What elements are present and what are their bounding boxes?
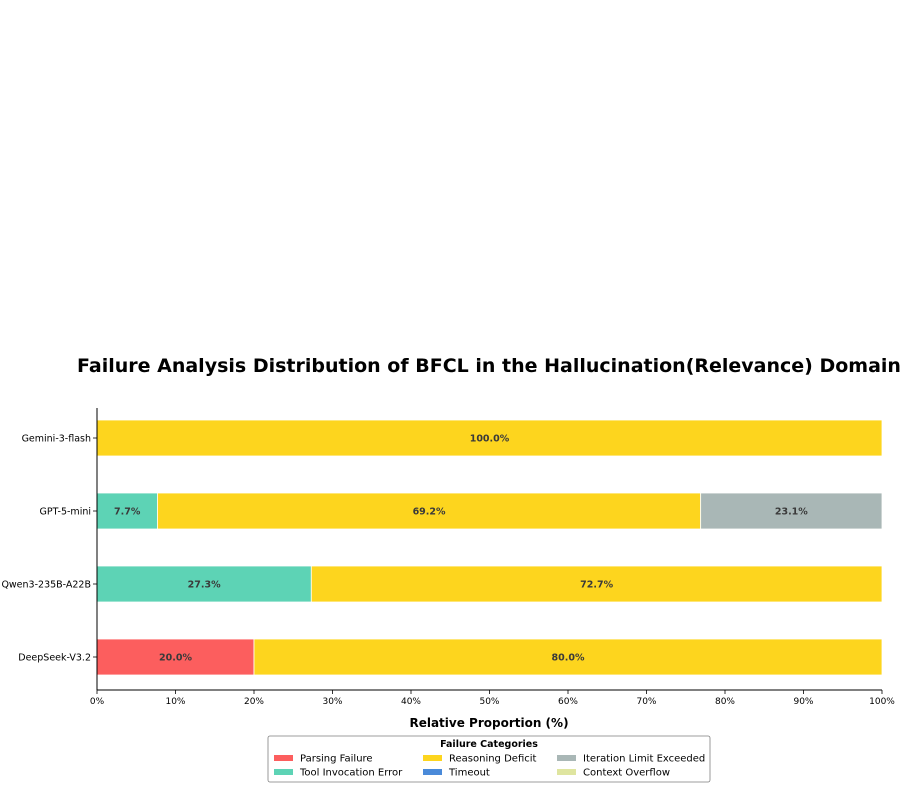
bar-segment xyxy=(96,419,883,457)
data-label: 23.1% xyxy=(775,507,808,518)
legend-swatch xyxy=(274,769,293,775)
y-tick-label: Gemini-3-flash xyxy=(22,434,91,445)
y-tick-label: DeepSeek-V3.2 xyxy=(18,653,91,664)
x-tick-label: 40% xyxy=(401,697,421,707)
x-tick-label: 60% xyxy=(558,697,578,707)
legend-swatch xyxy=(423,769,442,775)
data-label: 7.7% xyxy=(114,507,141,518)
legend-item-label: Iteration Limit Exceeded xyxy=(583,754,705,765)
data-label: 27.3% xyxy=(188,580,221,591)
x-tick-label: 10% xyxy=(165,697,185,707)
legend-item-label: Tool Invocation Error xyxy=(299,768,403,779)
y-axis: Gemini-3-flash GPT-5-mini Qwen3-235B-A22B D… xyxy=(1,408,98,690)
legend-swatch xyxy=(274,755,293,761)
bar-segment xyxy=(700,492,883,530)
x-tick-label: 20% xyxy=(244,697,264,707)
bar-segment xyxy=(310,565,883,603)
legend-swatch xyxy=(557,755,576,761)
legend: Failure Categories Parsing Failure Tool In… xyxy=(267,735,711,783)
bar-segment xyxy=(96,492,158,530)
legend-item-label: Parsing Failure xyxy=(300,754,373,765)
legend-item-label: Context Overflow xyxy=(583,768,670,779)
x-tick-label: 0% xyxy=(90,697,105,707)
y-tick-label: Qwen3-235B-A22B xyxy=(1,580,91,591)
legend-frame xyxy=(267,735,711,783)
data-label: 20.0% xyxy=(159,653,192,664)
legend-item-label: Reasoning Deficit xyxy=(449,754,537,765)
bar-segment xyxy=(96,638,255,676)
x-tick-label: 80% xyxy=(715,697,735,707)
data-label: 80.0% xyxy=(552,653,585,664)
legend-title: Failure Categories xyxy=(440,739,538,750)
chart-title: Failure Analysis Distribution of BFCL in… xyxy=(77,355,901,377)
plot-area: 100.0% 7.7% 69.2% 23.1% 27.3% 72.7% 20.0% 80.0% xyxy=(96,419,883,676)
legend-swatch xyxy=(557,769,576,775)
data-label: 69.2% xyxy=(413,507,446,518)
x-tick-label: 30% xyxy=(322,697,342,707)
data-label: 100.0% xyxy=(470,434,510,445)
y-tick-label: GPT-5-mini xyxy=(40,507,91,518)
x-tick-label: 70% xyxy=(636,697,656,707)
legend-swatch xyxy=(423,755,442,761)
bar-segment xyxy=(253,638,883,676)
x-tick-label: 90% xyxy=(793,697,813,707)
x-tick-label: 50% xyxy=(479,697,499,707)
x-tick-label: 100% xyxy=(869,697,895,707)
bar-segment xyxy=(157,492,702,530)
legend-item-label: Timeout xyxy=(448,768,490,779)
x-axis-label: Relative Proportion (%) xyxy=(409,716,568,730)
x-axis: 0% 10% 20% 30% 40% 50% 60% 70% 80% 90% 100% xyxy=(90,689,895,707)
data-label: 72.7% xyxy=(580,580,613,591)
bar-segment xyxy=(96,565,312,603)
